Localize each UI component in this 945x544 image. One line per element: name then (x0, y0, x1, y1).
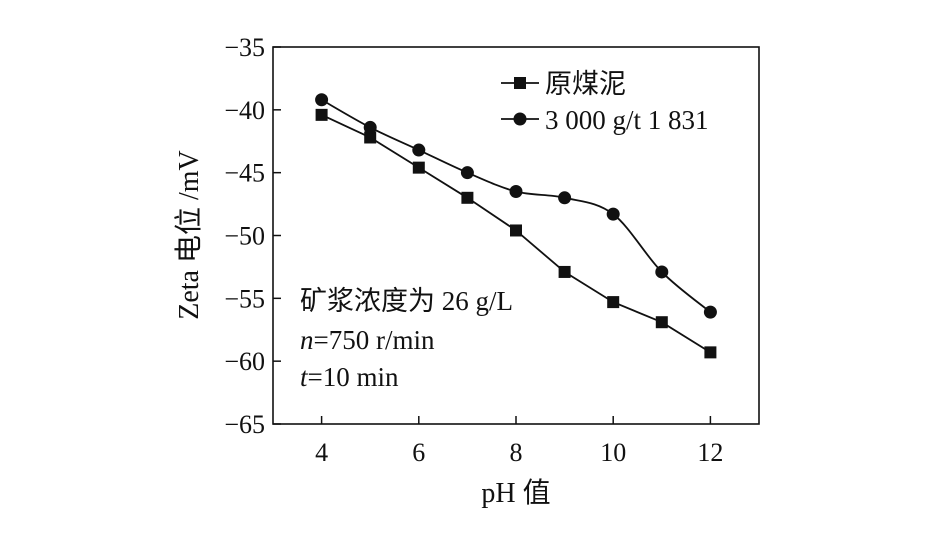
x-tick-label: 10 (600, 438, 626, 467)
y-tick-label: −55 (224, 284, 265, 313)
data-point-square (461, 191, 474, 204)
y-tick-label: −65 (224, 410, 265, 439)
y-tick-label: −35 (224, 33, 265, 62)
series-1 (315, 108, 717, 359)
data-point-circle (703, 305, 717, 319)
data-point-circle (558, 191, 572, 205)
data-point-square (510, 224, 522, 237)
y-tick-label: −50 (224, 222, 265, 251)
x-tick-label: 12 (697, 438, 723, 467)
legend: 原煤泥 3 000 g/t 1 831 (501, 69, 709, 135)
legend-marker-circle (513, 112, 527, 126)
annotation-t-symbol: t (300, 362, 309, 392)
x-axis-title: pH 值 (481, 477, 550, 509)
annotation-time: t=10 min (300, 362, 399, 392)
data-point-circle (509, 185, 523, 199)
y-tick-label: −60 (224, 347, 265, 376)
legend-label-series-1: 原煤泥 (545, 69, 626, 99)
annotation-slurry-concentration: 矿浆浓度为 26 g/L (300, 286, 513, 316)
data-point-circle (363, 120, 377, 134)
y-axis-ticks: −35 −40 −45 −50 −55 −60 −65 (224, 33, 281, 439)
data-point-square (364, 131, 377, 144)
y-axis-title: Zeta 电位 /mV (173, 150, 205, 320)
data-point-circle (655, 265, 669, 279)
x-tick-label: 8 (510, 438, 523, 467)
data-point-square (655, 316, 668, 329)
series-layer (315, 93, 717, 359)
data-point-square (412, 161, 425, 174)
x-tick-label: 4 (315, 438, 328, 467)
data-point-circle (460, 166, 474, 180)
y-tick-label: −45 (224, 159, 265, 188)
data-point-circle (606, 207, 620, 221)
y-tick-label: −40 (224, 96, 265, 125)
x-tick-label: 6 (412, 438, 425, 467)
x-axis-ticks: 4 6 8 10 12 (315, 416, 723, 467)
data-point-square (607, 296, 620, 309)
annotation-n-symbol: n (300, 325, 314, 355)
annotation-n-value: =750 r/min (314, 325, 435, 355)
annotation-rotation-speed: n=750 r/min (300, 325, 435, 355)
data-point-circle (315, 93, 329, 107)
legend-marker-square (514, 77, 526, 89)
data-point-circle (412, 143, 426, 157)
data-point-square (704, 346, 717, 359)
annotation-t-value: =10 min (308, 362, 399, 392)
legend-label-series-2: 3 000 g/t 1 831 (545, 105, 709, 135)
experiment-conditions: 矿浆浓度为 26 g/L n=750 r/min t=10 min (300, 286, 513, 392)
data-point-square (558, 265, 571, 278)
series-2 (315, 93, 717, 319)
data-point-square (315, 108, 328, 121)
